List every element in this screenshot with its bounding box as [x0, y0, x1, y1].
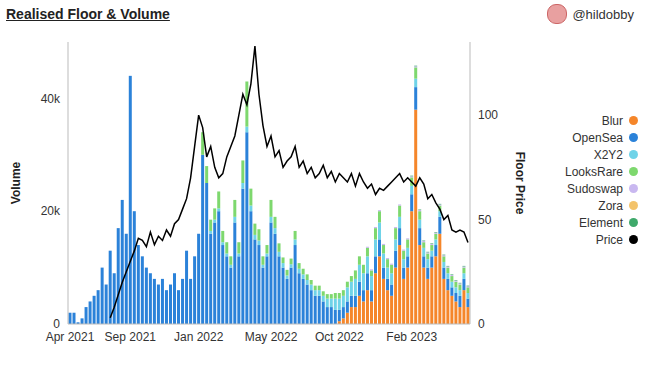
svg-text:40k: 40k	[41, 92, 61, 106]
html-text:LooksRare: LooksRare	[565, 164, 623, 179]
svg-text:20k: 20k	[41, 204, 61, 218]
svg-text:100: 100	[478, 108, 498, 122]
svg-text:Feb 2023: Feb 2023	[386, 330, 437, 344]
html-text:Blur: Blur	[601, 113, 623, 128]
html-text:Realised Floor & Volume: Realised Floor & Volume	[6, 6, 170, 22]
svg-text:0: 0	[53, 317, 60, 331]
html-text:Element: Element	[579, 215, 623, 230]
svg-text:Volume: Volume	[9, 161, 23, 204]
svg-text:50: 50	[478, 213, 492, 227]
html-text:@hildobby: @hildobby	[572, 6, 634, 22]
svg-text:Jan 2022: Jan 2022	[174, 330, 224, 344]
svg-text:Floor Price: Floor Price	[513, 152, 527, 215]
html-text:X2Y2: X2Y2	[593, 147, 623, 162]
html-text:Zora: Zora	[598, 198, 623, 213]
svg-text:Apr 2021: Apr 2021	[46, 330, 95, 344]
html-text:Sudoswap: Sudoswap	[567, 181, 623, 196]
svg-text:0: 0	[478, 317, 485, 331]
svg-text:Sep 2021: Sep 2021	[105, 330, 157, 344]
html-text:OpenSea: OpenSea	[572, 130, 623, 145]
html-text:Price: Price	[595, 232, 623, 247]
svg-text:Oct 2022: Oct 2022	[315, 330, 364, 344]
svg-text:May 2022: May 2022	[245, 330, 298, 344]
